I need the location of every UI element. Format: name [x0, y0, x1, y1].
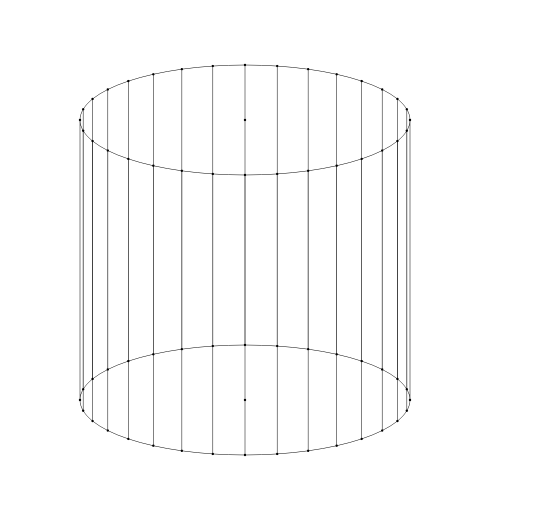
top-vertex-marker	[307, 170, 309, 172]
bottom-vertex-marker	[107, 429, 109, 431]
bottom-vertex-marker	[406, 388, 408, 390]
bottom-vertex-marker	[181, 348, 183, 350]
bottom-vertex-marker	[409, 399, 411, 401]
bottom-vertex-marker	[181, 450, 183, 452]
top-vertex-marker	[381, 149, 383, 151]
bottom-vertex-marker	[396, 420, 398, 422]
bottom-vertex-marker	[127, 438, 129, 440]
top-vertex-marker	[381, 88, 383, 90]
top-center-marker	[244, 119, 246, 121]
top-vertex-marker	[406, 108, 408, 110]
bottom-vertex-marker	[212, 453, 214, 455]
top-vertex-marker	[276, 173, 278, 175]
top-vertex-marker	[107, 149, 109, 151]
top-vertex-marker	[82, 108, 84, 110]
top-vertex-marker	[91, 140, 93, 142]
top-vertex-marker	[360, 80, 362, 82]
top-vertex-marker	[335, 73, 337, 75]
top-vertex-marker	[181, 68, 183, 70]
bottom-vertex-marker	[152, 353, 154, 355]
top-vertex-marker	[244, 64, 246, 66]
cylinder-wireframe	[0, 0, 550, 507]
top-vertex-marker	[396, 140, 398, 142]
top-vertex-marker	[406, 130, 408, 132]
bottom-vertex-marker	[276, 345, 278, 347]
top-vertex-marker	[107, 88, 109, 90]
bottom-vertex-marker	[244, 344, 246, 346]
top-vertex-marker	[91, 98, 93, 100]
bottom-vertex-marker	[82, 410, 84, 412]
top-vertex-marker	[82, 130, 84, 132]
bottom-vertex-marker	[406, 410, 408, 412]
top-vertex-marker	[212, 65, 214, 67]
bottom-vertex-marker	[381, 429, 383, 431]
bottom-vertex-marker	[91, 420, 93, 422]
top-vertex-marker	[152, 165, 154, 167]
top-vertex-marker	[409, 119, 411, 121]
top-vertex-marker	[181, 170, 183, 172]
bottom-vertex-marker	[335, 445, 337, 447]
top-vertex-marker	[307, 68, 309, 70]
bottom-vertex-marker	[91, 378, 93, 380]
top-vertex-marker	[396, 98, 398, 100]
bottom-vertex-marker	[360, 360, 362, 362]
bottom-vertex-marker	[307, 348, 309, 350]
bottom-vertex-marker	[127, 360, 129, 362]
top-vertex-marker	[127, 158, 129, 160]
top-vertex-marker	[360, 158, 362, 160]
bottom-vertex-marker	[396, 378, 398, 380]
bottom-vertex-marker	[79, 399, 81, 401]
top-vertex-marker	[79, 119, 81, 121]
bottom-vertex-marker	[212, 345, 214, 347]
bottom-center-marker	[244, 399, 246, 401]
bottom-vertex-marker	[152, 445, 154, 447]
bottom-vertex-marker	[307, 450, 309, 452]
bottom-vertex-marker	[360, 438, 362, 440]
bottom-vertex-marker	[381, 368, 383, 370]
bottom-vertex-marker	[244, 454, 246, 456]
top-vertex-marker	[335, 165, 337, 167]
bottom-vertex-marker	[335, 353, 337, 355]
bottom-vertex-marker	[82, 388, 84, 390]
bottom-vertex-marker	[107, 368, 109, 370]
top-vertex-marker	[127, 80, 129, 82]
bottom-vertex-marker	[276, 453, 278, 455]
top-vertex-marker	[244, 174, 246, 176]
top-vertex-marker	[152, 73, 154, 75]
top-vertex-marker	[276, 65, 278, 67]
top-vertex-marker	[212, 173, 214, 175]
